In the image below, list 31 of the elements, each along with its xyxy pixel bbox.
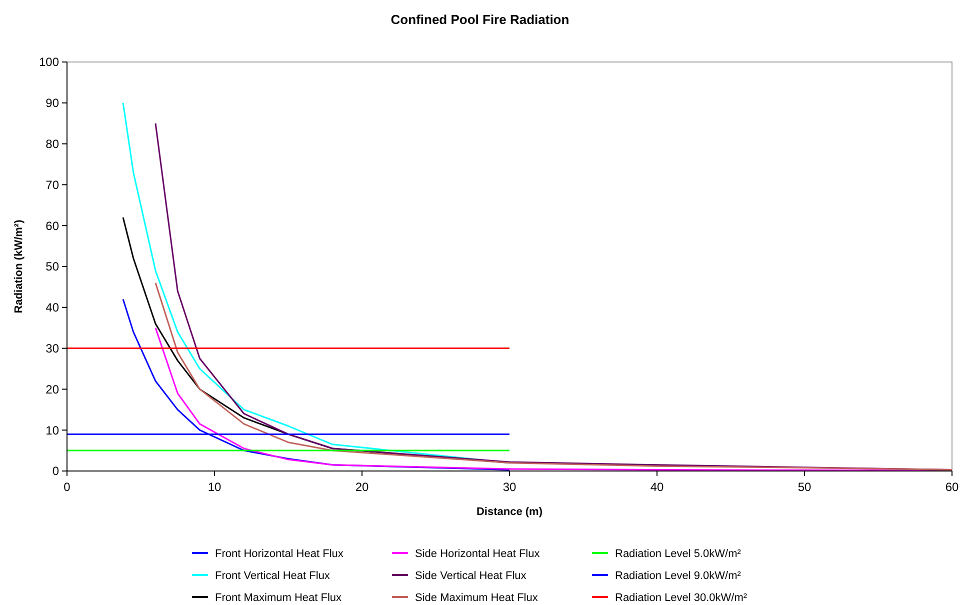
x-tick-label: 20 [355,480,369,494]
chart-title: Confined Pool Fire Radiation [390,12,570,27]
x-tick-label: 50 [798,480,812,494]
y-tick-label: 70 [46,178,60,192]
y-tick-label: 20 [46,382,60,396]
legend-label: Radiation Level 5.0kW/m² [615,548,742,560]
y-tick-label: 30 [46,342,60,356]
y-tick-label: 10 [46,423,60,438]
x-tick-label: 60 [945,480,959,494]
y-tick-label: 80 [46,137,60,151]
y-tick-label: 40 [46,300,60,315]
legend-label: Side Maximum Heat Flux [415,592,538,604]
x-tick-label: 10 [208,480,222,494]
x-axis-title: Distance (m) [476,506,543,518]
legend-label: Front Vertical Heat Flux [215,570,330,582]
y-tick-label: 90 [46,96,60,110]
y-tick-label: 60 [46,218,60,233]
legend-label: Radiation Level 9.0kW/m² [615,570,742,582]
x-tick-label: 30 [502,480,516,494]
legend-label: Front Maximum Heat Flux [215,592,342,604]
legend-label: Side Vertical Heat Flux [415,570,527,582]
x-tick-label: 0 [64,480,71,494]
y-tick-label: 50 [46,260,60,274]
y-axis-title: Radiation (kW/m²) [13,219,25,314]
legend-label: Radiation Level 30.0kW/m² [615,592,748,604]
y-tick-label: 100 [38,55,60,70]
y-tick-label: 0 [52,464,60,478]
legend-label: Front Horizontal Heat Flux [215,548,344,560]
x-tick-label: 40 [650,480,664,494]
line-series [154,282,952,471]
legend-label: Side Horizontal Heat Flux [415,548,540,560]
